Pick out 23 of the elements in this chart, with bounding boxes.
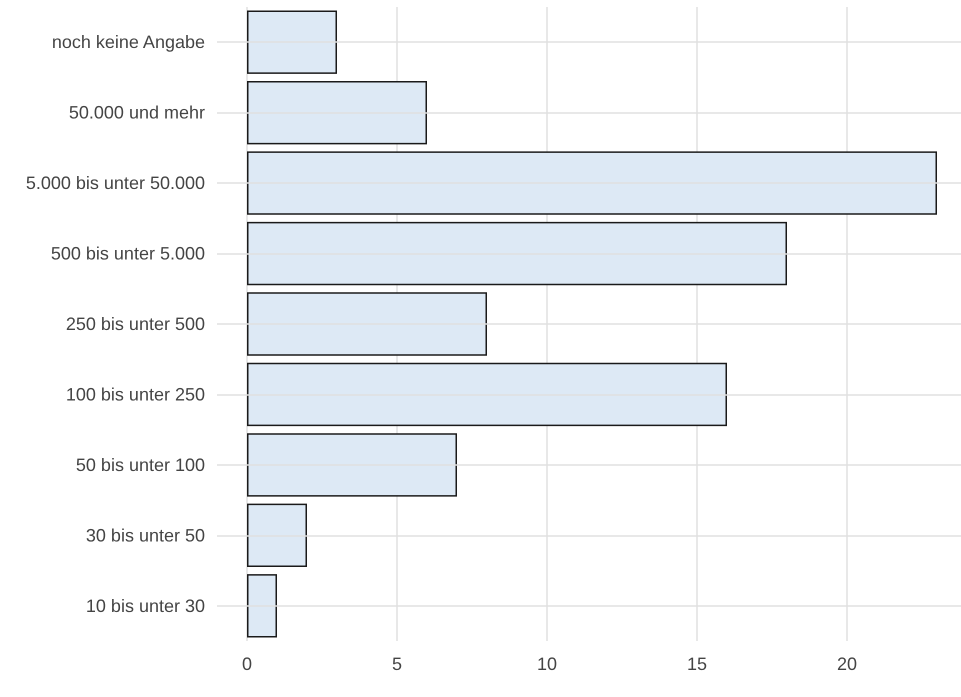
y-tick-label: 100 bis unter 250 [66,384,205,404]
x-tick-label: 20 [836,654,858,674]
bar [247,292,487,356]
y-tick-label: 500 bis unter 5.000 [50,244,205,264]
bar [247,574,277,638]
bar [247,151,937,215]
y-tick-label: 30 bis unter 50 [86,525,205,546]
y-tick-label: 50.000 und mehr [68,102,205,123]
y-tick-label: 50 bis unter 100 [76,454,205,475]
bar [247,362,727,426]
x-tick-label: 15 [686,654,708,674]
y-tick-label: 5.000 bis unter 50.000 [26,173,205,194]
x-tick-label: 5 [392,654,402,674]
y-tick-label: noch keine Angabe [52,32,205,52]
y-tick-label: 250 bis unter 500 [66,314,205,334]
y-tick-label: 10 bis unter 30 [86,596,205,616]
bar [247,80,427,144]
bar [247,10,337,74]
x-tick-label: 0 [242,654,252,674]
bar [247,433,457,497]
bar [247,504,307,568]
x-tick-label: 10 [536,654,558,674]
bar [247,222,787,286]
